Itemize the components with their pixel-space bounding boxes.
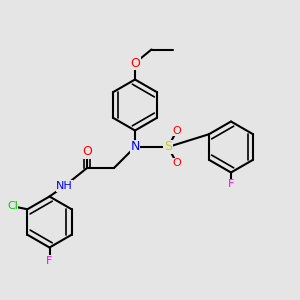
Text: Cl: Cl: [7, 201, 18, 211]
Text: O: O: [82, 145, 92, 158]
Text: O: O: [172, 125, 182, 136]
Text: N: N: [130, 140, 140, 154]
Text: F: F: [46, 256, 53, 266]
Text: O: O: [172, 158, 182, 169]
Text: S: S: [164, 140, 172, 154]
Text: O: O: [130, 56, 140, 70]
Text: F: F: [228, 179, 234, 190]
Text: NH: NH: [56, 181, 73, 191]
